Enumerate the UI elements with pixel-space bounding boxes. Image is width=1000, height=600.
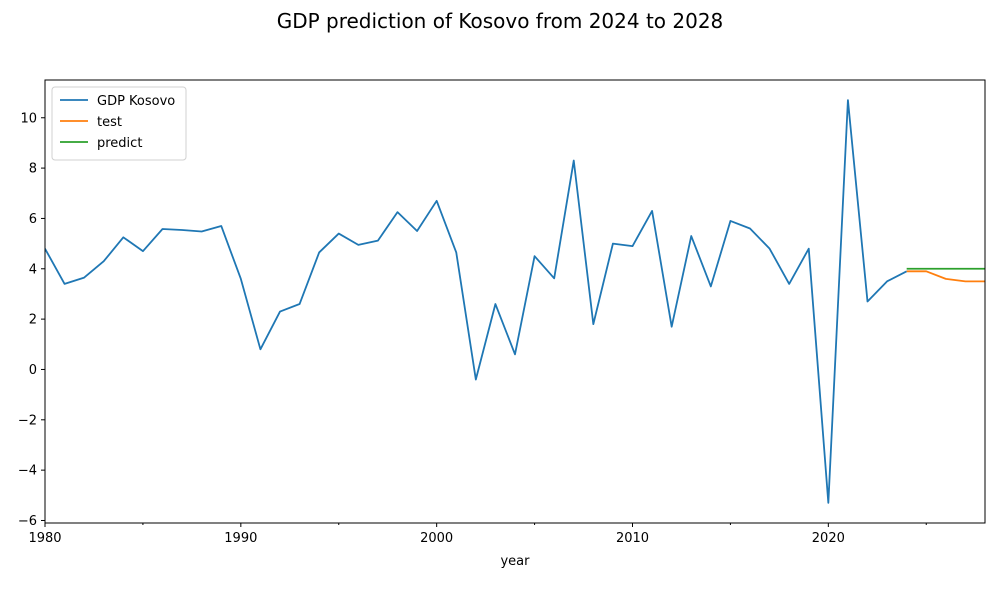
x-tick-label: 1980 [28,531,61,546]
plot-frame [44,79,986,524]
x-axis-label: year [500,554,530,569]
y-tick-label: −6 [18,514,37,529]
x-tick-label: 2010 [616,531,649,546]
y-tick-label: 0 [29,363,37,378]
x-tick-label: 2000 [420,531,453,546]
y-tick-label: 6 [29,212,37,227]
y-tick-label: 8 [29,162,37,177]
x-tick-label: 1990 [224,531,257,546]
legend-label: test [97,115,122,130]
series-line-test [906,270,985,283]
y-axis: −6 −4 −2 0 2 4 6 8 10 [18,111,45,529]
y-tick-label: 4 [29,262,37,277]
y-tick-label: 10 [20,111,37,126]
legend: GDP Kosovo test predict [51,86,187,161]
series-line-gdp-kosovo [45,99,908,504]
y-tick-label: −2 [18,413,37,428]
legend-label: GDP Kosovo [97,94,175,109]
y-tick-label: 2 [29,313,37,328]
legend-label: predict [97,136,142,151]
x-tick-label: 2020 [812,531,845,546]
x-axis: 1980 1990 2000 2010 2020 [28,523,927,546]
chart-title: GDP prediction of Kosovo from 2024 to 20… [277,9,724,33]
y-tick-label: −4 [18,464,37,479]
